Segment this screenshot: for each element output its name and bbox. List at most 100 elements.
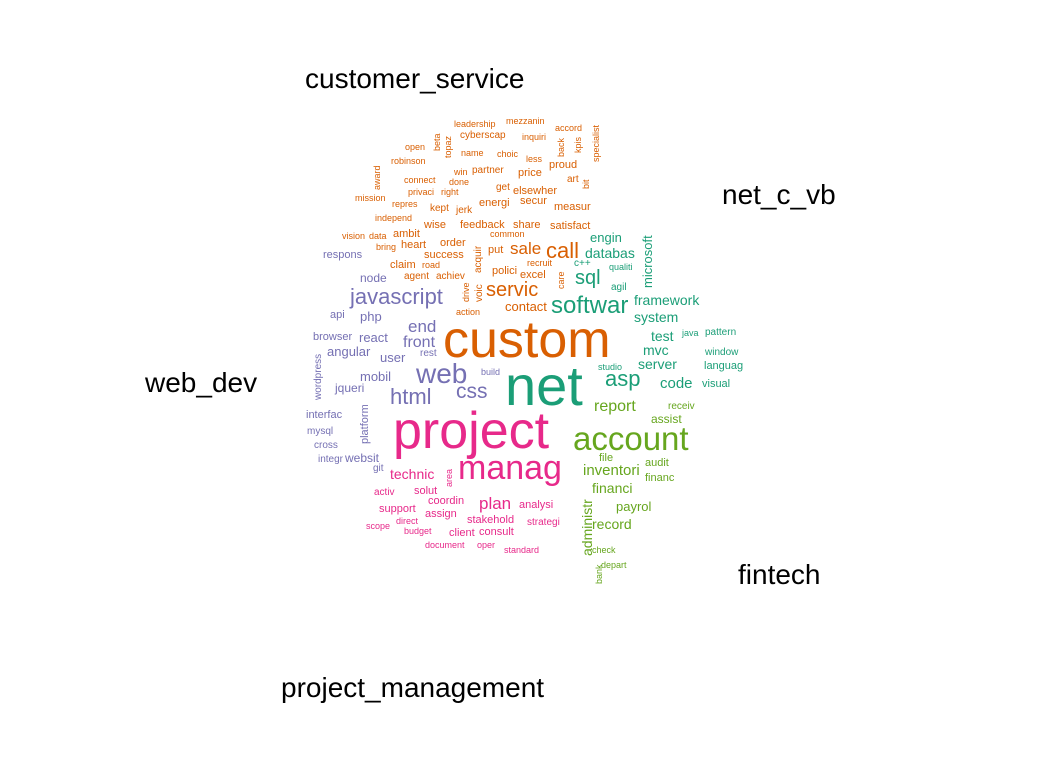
word-standard: standard [504,545,540,555]
word-elsewher: elsewher [513,185,558,197]
word-kpis: kpis [573,136,583,153]
word-choic: choic [497,149,519,159]
word-polici: polici [492,265,518,277]
word-feedback: feedback [460,219,505,231]
word-price: price [518,167,542,179]
word-bring: bring [376,242,397,252]
word-drive: drive [461,282,471,302]
word-payrol: payrol [616,499,652,514]
word-platform: platform [359,404,371,444]
word-done: done [449,177,470,187]
group-label-web-dev: web_dev [145,367,258,398]
word-rest: rest [420,348,437,359]
word-engin: engin [590,230,622,245]
word-web: web [416,358,468,389]
word-system: system [634,309,679,325]
word-respons: respons [323,249,363,261]
word-independ: independ [375,213,413,223]
word-topaz: topaz [443,135,453,158]
word-pattern: pattern [705,327,737,338]
word-cyberscap: cyberscap [460,130,506,141]
word-ambit: ambit [393,228,420,240]
word-servic: servic [486,279,539,301]
word-document: document [425,540,465,550]
word-visual: visual [702,378,731,390]
word-agil: agil [611,282,627,293]
word-put: put [488,244,504,256]
word-client: client [449,527,475,539]
word-audit: audit [645,457,669,469]
word-right: right [441,187,459,197]
word-account: account [573,420,689,457]
word-claim: claim [390,259,416,271]
word-order: order [440,237,466,249]
word-softwar: softwar [551,292,629,319]
word-node: node [360,271,387,285]
word-financ: financ [645,472,675,484]
word-data: data [369,231,387,241]
word-direct: direct [396,516,419,526]
word-jerk: jerk [456,205,473,216]
word-win: win [454,167,468,177]
word-api: api [330,309,345,321]
word-jqueri: jqueri [335,381,365,395]
word-consult: consult [479,526,514,538]
word-wise: wise [424,219,447,231]
word-kept: kept [430,203,449,214]
word-server: server [638,356,677,372]
word-share: share [513,219,541,231]
word-get: get [496,182,510,193]
word-satisfact: satisfact [550,220,591,232]
word-mvc: mvc [643,342,669,358]
word-agent: agent [404,271,430,282]
word-activ: activ [374,487,395,498]
word-area: area [444,468,454,487]
word-receiv: receiv [668,401,695,412]
word-cross: cross [314,440,338,451]
word-less: less [526,154,543,164]
word-beta: beta [432,133,442,151]
word-action: action [456,307,481,317]
group-label-fintech: fintech [738,559,821,590]
group-label-project-management: project_management [281,672,545,703]
word-project: project [393,402,550,460]
word-assign: assign [425,508,457,520]
word-acquir: acquir [473,245,484,273]
word-solut: solut [414,485,438,497]
word-leadership: leadership [454,119,496,129]
word-art: art [567,174,579,185]
word-net: net [505,354,583,417]
word-achiev: achiev [436,271,465,282]
word-secur: secur [520,195,547,207]
word-name: name [461,148,484,158]
word-success: success [424,249,464,261]
word-care: care [556,271,566,289]
word-sql: sql [575,267,601,289]
word-coordin: coordin [428,495,465,507]
word-stakehold: stakehold [467,514,515,526]
word-integr: integr [318,454,344,465]
word-window: window [705,347,739,358]
word-javascript: javascript [350,284,443,309]
word-test: test [651,328,674,344]
word-inquiri: inquiri [522,132,547,142]
word-interfac: interfac [306,409,343,421]
word-back: back [556,137,566,157]
word-end: end [408,317,437,336]
word-report: report [594,398,636,415]
word-git: git [373,463,384,474]
word-html: html [390,384,432,409]
word-plan: plan [479,494,512,513]
word-energi: energi [479,197,510,209]
word-websit: websit [345,451,380,465]
word-browser: browser [313,331,353,343]
word-build: build [481,367,501,377]
word-privaci: privaci [408,187,435,197]
word-css: css [456,380,488,403]
word-partner: partner [472,165,504,176]
word-code: code [660,375,693,392]
word-custom: custom [443,311,611,369]
word-languag: languag [704,360,744,372]
word-studio: studio [598,362,623,372]
